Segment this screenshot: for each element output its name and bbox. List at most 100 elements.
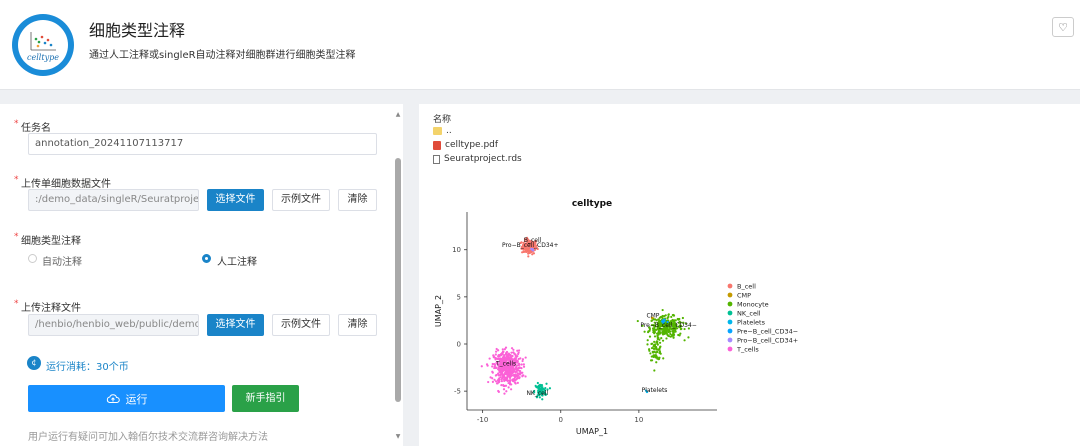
task-name-label: 任务名 (21, 123, 51, 134)
auto-annotation-radio[interactable] (28, 254, 37, 263)
x-tick-label: 0 (559, 416, 563, 424)
point-T_cells (502, 359, 505, 362)
cluster-label: Platelets (642, 387, 668, 394)
point-T_cells (517, 362, 521, 365)
file-item-pdf[interactable]: celltype.pdf (433, 140, 498, 150)
point-Monocyte (664, 324, 667, 327)
file-name: .. (446, 126, 452, 136)
y-axis-label: UMAP_2 (434, 295, 443, 327)
point-Monocyte (657, 326, 660, 330)
file-item-parent[interactable]: .. (433, 126, 452, 136)
point-T_cells (495, 347, 498, 351)
app-logo: celltype (12, 14, 74, 76)
cluster-label: T_cells (495, 361, 516, 368)
legend-marker (727, 310, 733, 316)
point-T_cells (504, 369, 507, 372)
point-T_cells (518, 373, 521, 376)
point-CMP (651, 317, 654, 320)
example-file-button[interactable]: 示例文件 (272, 189, 330, 211)
point-Monocyte (667, 329, 671, 332)
point-NK_cell (545, 393, 548, 396)
run-button-label: 运行 (125, 392, 148, 406)
point-T_cells (522, 363, 525, 366)
point-T_cells (494, 356, 497, 360)
select-annotation-file-button[interactable]: 选择文件 (207, 314, 264, 336)
point-T_cells (499, 363, 502, 366)
point-T_cells (511, 359, 514, 362)
point-NK_cell (538, 396, 541, 399)
legend-label: Pro−B_cell_CD34+ (737, 337, 798, 345)
point-Monocyte (658, 341, 662, 344)
point-B_cell (525, 238, 528, 241)
point-T_cells (495, 350, 498, 353)
point-Monocyte (656, 336, 659, 339)
point-T_cells (497, 381, 501, 384)
point-T_cells (515, 373, 519, 377)
point-Monocyte (666, 334, 670, 337)
legend-marker (727, 292, 733, 298)
logo-text: celltype (27, 53, 59, 62)
favorite-button[interactable]: ♡ (1052, 17, 1074, 37)
legend-label: Monocyte (737, 301, 769, 309)
scroll-down-icon[interactable]: ▼ (395, 433, 401, 440)
point-T_cells (506, 379, 509, 383)
point-Monocyte (671, 318, 674, 322)
required-mark: * (14, 175, 19, 185)
point-Monocyte (653, 369, 656, 372)
point-Monocyte (653, 343, 656, 347)
task-name-input[interactable]: annotation_20241107113717 (28, 133, 377, 155)
page-subtitle: 通过人工注释或singleR自动注释对细胞群进行细胞类型注释 (89, 50, 356, 61)
point-Monocyte (650, 319, 654, 322)
point-T_cells (504, 346, 508, 349)
page-title: 细胞类型注释 (89, 21, 186, 40)
point-Monocyte (684, 322, 687, 325)
point-B_cell (533, 243, 536, 246)
point-Monocyte (669, 335, 672, 338)
point-T_cells (491, 377, 494, 380)
example-annotation-file-button[interactable]: 示例文件 (272, 314, 330, 336)
point-T_cells (514, 361, 517, 364)
point-Monocyte (681, 316, 684, 320)
point-Monocyte (682, 321, 685, 324)
legend-marker (727, 337, 733, 343)
upload-data-label: 上传单细胞数据文件 (21, 179, 111, 190)
beginner-guide-button[interactable]: 新手指引 (232, 385, 299, 412)
point-T_cells (510, 373, 513, 376)
required-mark: * (14, 119, 19, 129)
point-T_cells (493, 378, 496, 381)
run-button[interactable]: 运行 (28, 385, 225, 412)
point-Monocyte (652, 329, 655, 332)
point-T_cells (488, 357, 491, 360)
manual-annotation-label[interactable]: 人工注释 (217, 257, 257, 268)
point-T_cells (502, 383, 505, 387)
point-T_cells (503, 348, 506, 351)
auto-annotation-label[interactable]: 自动注释 (42, 257, 82, 268)
point-Monocyte (650, 355, 653, 358)
legend-label: T_cells (736, 346, 759, 354)
point-T_cells (516, 360, 519, 364)
scrollbar-thumb[interactable] (395, 158, 401, 402)
select-file-button[interactable]: 选择文件 (207, 189, 264, 211)
point-NK_cell (539, 389, 542, 392)
point-T_cells (510, 388, 513, 391)
point-T_cells (492, 354, 495, 357)
clear-annotation-button[interactable]: 清除 (338, 314, 377, 336)
point-Monocyte (679, 321, 682, 324)
point-Monocyte (663, 314, 666, 318)
vertical-scrollbar[interactable]: ▲ ▼ (395, 112, 401, 440)
scroll-up-icon[interactable]: ▲ (395, 111, 401, 118)
point-Monocyte (679, 324, 682, 327)
point-Monocyte (650, 346, 654, 350)
point-T_cells (497, 357, 501, 360)
point-B_cell (527, 250, 530, 253)
point-NK_cell (537, 385, 540, 388)
point-T_cells (503, 354, 506, 357)
cluster-label: B_cell (524, 237, 542, 244)
manual-annotation-radio[interactable] (202, 254, 211, 263)
file-item-rds[interactable]: Seuratproject.rds (433, 154, 522, 164)
clear-button[interactable]: 清除 (338, 189, 377, 211)
point-Monocyte (649, 352, 652, 355)
point-T_cells (498, 370, 501, 374)
point-B_cell (519, 241, 522, 245)
point-T_cells (504, 353, 508, 356)
